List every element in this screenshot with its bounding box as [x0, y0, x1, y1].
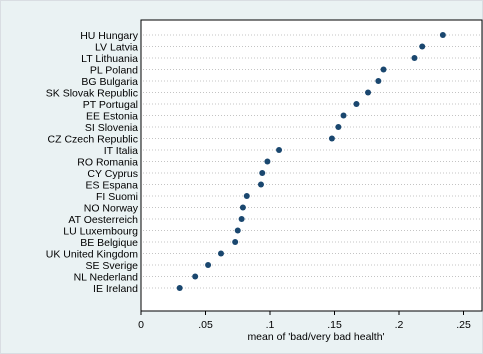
- data-point: [419, 43, 426, 50]
- category-label: NL Nederland: [74, 271, 139, 283]
- category-label: BE Belgique: [80, 237, 138, 249]
- category-label: PT Portugal: [83, 99, 138, 111]
- x-tick-label: 0: [138, 319, 144, 331]
- x-tick-label: .15: [327, 319, 342, 331]
- data-point: [353, 101, 360, 107]
- category-label: SI Slovenia: [85, 122, 138, 134]
- data-points: [176, 32, 446, 291]
- category-label: IE Ireland: [93, 283, 138, 295]
- guide-lines: [143, 34, 480, 289]
- data-point: [257, 181, 264, 188]
- category-label: NO Norway: [84, 202, 139, 214]
- data-point: [238, 216, 245, 222]
- data-point: [205, 262, 212, 268]
- category-label: AT Oesterreich: [68, 214, 138, 226]
- data-point: [328, 135, 335, 142]
- x-tick-label: .25: [456, 319, 471, 331]
- category-label: RO Romania: [77, 156, 138, 168]
- data-point: [380, 66, 387, 73]
- category-label: CY Cyprus: [87, 168, 138, 180]
- data-point: [439, 32, 446, 38]
- category-label: IT Italia: [104, 145, 138, 157]
- category-label: SK Slovak Republic: [46, 87, 138, 99]
- category-label: SE Sverige: [85, 260, 138, 272]
- data-point: [239, 204, 246, 211]
- x-tick-label: .2: [395, 319, 404, 331]
- category-label: LT Lithuania: [81, 53, 138, 65]
- plot-region: [140, 19, 483, 312]
- data-point: [234, 227, 241, 234]
- category-label: LU Luxembourg: [63, 225, 138, 237]
- category-label: LV Latvia: [95, 41, 138, 53]
- data-point: [340, 112, 347, 119]
- data-point: [375, 78, 382, 84]
- x-axis-title: mean of 'bad/very bad health': [247, 331, 384, 343]
- category-label: HU Hungary: [80, 30, 139, 42]
- x-tick-label: .05: [198, 319, 213, 331]
- category-label: FI Suomi: [96, 191, 138, 203]
- category-label: UK United Kingdom: [46, 248, 138, 260]
- data-point: [264, 158, 271, 165]
- category-label: PL Poland: [90, 64, 138, 76]
- data-point: [259, 170, 266, 176]
- category-label: CZ Czech Republic: [48, 133, 138, 145]
- data-point: [335, 124, 342, 130]
- data-point: [365, 89, 372, 96]
- data-point: [411, 55, 418, 61]
- data-point: [192, 273, 199, 280]
- x-tick-label: .1: [266, 319, 275, 331]
- data-point: [217, 250, 224, 257]
- data-point: [176, 285, 183, 291]
- data-point: [232, 239, 239, 245]
- category-label: BG Bulgaria: [81, 76, 138, 88]
- category-label: ES Espana: [85, 179, 138, 191]
- data-point: [276, 147, 283, 153]
- x-axis-ticks: 0 .05 .1 .15 .2 .25: [138, 311, 471, 331]
- data-point: [243, 193, 250, 199]
- category-label: EE Estonia: [86, 110, 138, 122]
